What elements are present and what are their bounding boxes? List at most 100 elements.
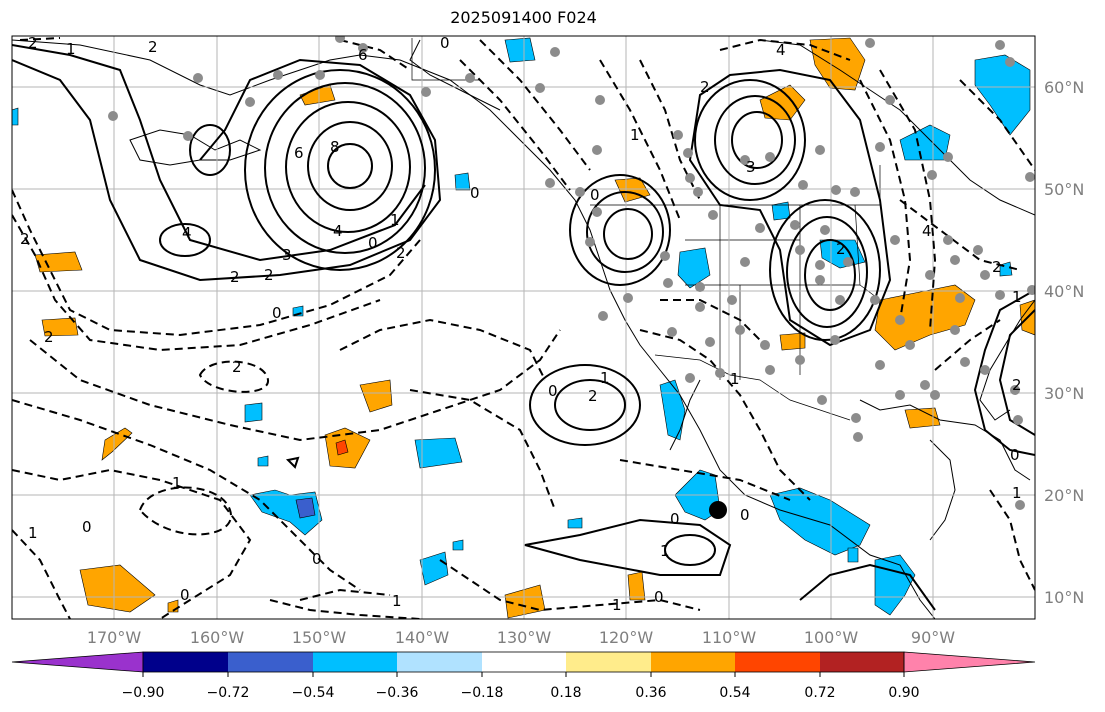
contour-label: 0 [654, 588, 664, 606]
colorbar-tick-label: 0.72 [804, 685, 835, 701]
contour-label: 3 [282, 246, 292, 264]
positive-anomaly-patch [34, 251, 83, 273]
contour-label: 2 [20, 230, 30, 248]
contour-label: 1 [1012, 484, 1022, 502]
latitude-labels: 60°N 50°N 40°N 30°N 20°N 10°N [1044, 78, 1084, 607]
colorbar-segment [143, 652, 228, 672]
colorbar: −0.90 −0.72 −0.54 −0.36 −0.18 0.18 0.36 … [11, 651, 1036, 701]
positive-anomaly-patch [779, 332, 806, 351]
positive-anomaly-patch [79, 564, 156, 613]
colorbar-ticks [142, 672, 905, 677]
colorbar-segment [651, 652, 735, 672]
lat-label: 30°N [1044, 384, 1084, 403]
colorbar-extend-high [903, 651, 1036, 673]
positive-anomaly-patch [627, 571, 646, 601]
contour-label: 1 [172, 474, 182, 492]
lat-label: 10°N [1044, 588, 1084, 607]
negative-anomaly-patch [419, 551, 449, 586]
lon-label: 90°W [911, 628, 955, 647]
contour-label: 1 [660, 542, 670, 560]
lat-label: 50°N [1044, 180, 1084, 199]
contour-label: 1 [392, 592, 402, 610]
lon-label: 170°W [87, 628, 142, 647]
positive-anomaly-patch [335, 439, 349, 456]
positive-anomaly-patch [359, 379, 393, 413]
positive-anomaly-patch [299, 84, 336, 106]
positive-anomaly-patch [324, 427, 371, 469]
contour-label: 0 [740, 506, 750, 524]
contour-label: 6 [358, 46, 368, 64]
colorbar-frame [142, 651, 905, 673]
lon-label: 100°W [804, 628, 859, 647]
contour-label: 0 [82, 518, 92, 536]
highlight-marker [709, 501, 727, 519]
contour-label: 0 [440, 34, 450, 52]
contour-label: 8 [330, 138, 340, 156]
lat-label: 60°N [1044, 78, 1084, 97]
longitude-labels: 170°W 160°W 150°W 140°W 130°W 120°W 110°… [87, 628, 955, 647]
borders [411, 38, 881, 421]
contour-label: 3 [746, 158, 756, 176]
positive-anomaly-patch [904, 407, 941, 429]
negative-anomaly-patch [257, 455, 269, 467]
positive-anomaly-patch [809, 37, 866, 91]
colorbar-segment [482, 652, 566, 672]
colorbar-tick-label: −0.18 [461, 685, 504, 701]
negative-anomaly-patch [847, 547, 859, 563]
colorbar-segment [820, 652, 904, 672]
negative-anomaly-patch [567, 517, 583, 529]
contour-label: 0 [548, 382, 558, 400]
colorbar-tick-label: −0.72 [207, 685, 250, 701]
contour-label: 1 [612, 596, 622, 614]
contour-label: 2 [700, 78, 710, 96]
negative-anomaly-patch [414, 437, 463, 469]
contour-label: 2 [148, 38, 158, 56]
map-content: 2 1 2 6 8 4 3 2 2 4 0 1 0 2 2 2 0 6 4 0 … [12, 34, 1035, 619]
colorbar-segment [228, 652, 313, 672]
contour-label: 4 [182, 224, 192, 242]
colorbar-segment [735, 652, 820, 672]
lon-label: 120°W [599, 628, 654, 647]
colorbar-extend-low [11, 651, 144, 673]
contour-label: 2 [232, 358, 242, 376]
colorbar-tick-label: −0.90 [122, 685, 165, 701]
contour-label: 1 [600, 369, 610, 387]
contour-label: 2 [588, 387, 598, 405]
positive-anomaly-patch [41, 317, 79, 337]
contour-label: 0 [1010, 446, 1020, 464]
contour-label: 1 [1012, 288, 1022, 306]
colorbar-tick-label: −0.54 [292, 685, 335, 701]
contour-label: 0 [312, 550, 322, 568]
positive-anomaly-patch [874, 284, 976, 351]
colorbar-segment [313, 652, 397, 672]
contour-label: 1 [630, 126, 640, 144]
colorbar-segment [566, 652, 651, 672]
lon-label: 150°W [292, 628, 347, 647]
colorbar-tick-label: 0.90 [888, 685, 919, 701]
colorbar-tick-label: 0.18 [550, 685, 581, 701]
lon-label: 160°W [190, 628, 245, 647]
negative-anomaly-patch [974, 54, 1031, 136]
contour-label: 1 [730, 370, 740, 388]
negative-anomaly-patch [452, 539, 464, 551]
coastlines [12, 39, 1035, 619]
contour-label: 0 [272, 304, 282, 322]
map-title: 2025091400 F024 [450, 8, 597, 27]
negative-anomaly-patch [677, 247, 711, 289]
contour-label: 2 [44, 328, 54, 346]
contour-label: 1 [390, 211, 400, 229]
contour-label: 1 [28, 524, 38, 542]
contour-label: 2 [1012, 376, 1022, 394]
negative-anomaly-patch [244, 402, 263, 423]
contour-label: 4 [922, 222, 932, 240]
contour-labels: 2 1 2 6 8 4 3 2 2 4 0 1 0 2 2 2 0 6 4 0 … [20, 34, 1022, 614]
lat-label: 20°N [1044, 486, 1084, 505]
contour-label: 2 [230, 268, 240, 286]
lat-label: 40°N [1044, 282, 1084, 301]
negative-anomaly-patch [771, 201, 791, 221]
negative-anomaly-patch [999, 261, 1013, 277]
negative-anomaly-patch [874, 554, 916, 616]
contour-label: 6 [294, 144, 304, 162]
contour-label: 2 [836, 240, 846, 258]
